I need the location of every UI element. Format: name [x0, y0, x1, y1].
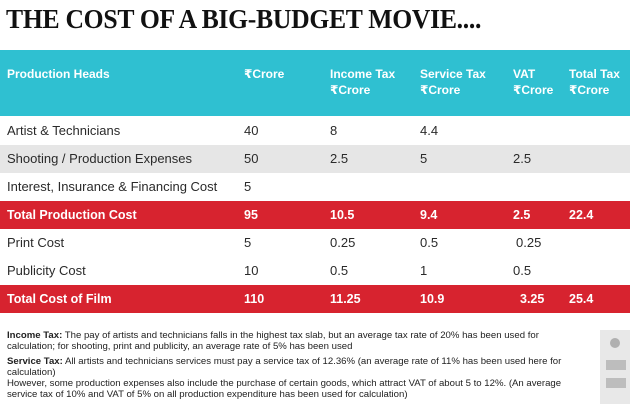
header-total-tax-unit: ₹Crore	[569, 83, 610, 97]
cell-vat: 0.25	[516, 235, 542, 250]
cell-total-tax: 25.4	[569, 292, 594, 306]
cell-crore: 5	[244, 235, 252, 250]
header-service-tax-unit: ₹Crore	[420, 83, 461, 97]
cell-service-tax: 4.4	[420, 123, 439, 138]
cell-vat: 2.5	[513, 151, 532, 166]
header-income-tax-unit: ₹Crore	[330, 83, 371, 97]
header-vat-unit: ₹Crore	[513, 83, 554, 97]
cell-income-tax: 0.25	[330, 235, 356, 250]
logo-dot-shape	[610, 338, 620, 348]
table-row-publicity-cost: Publicity Cost 10 0.5 1 0.5	[0, 257, 630, 285]
note-service-tax-label: Service Tax:	[7, 355, 63, 367]
table-row-print-cost: Print Cost 5 0.25 0.5 0.25	[0, 229, 630, 257]
cell-head: Total Cost of Film	[7, 292, 112, 306]
cell-income-tax: 11.25	[330, 292, 361, 306]
cell-income-tax: 2.5	[330, 151, 349, 166]
cell-income-tax: 0.5	[330, 263, 349, 278]
cell-vat: 0.5	[513, 263, 532, 278]
note-income-tax: Income Tax: The pay of artists and techn…	[7, 330, 567, 353]
cell-crore: 110	[244, 292, 265, 306]
note-income-tax-label: Income Tax:	[7, 330, 63, 341]
footnotes: Income Tax: The pay of artists and techn…	[7, 330, 567, 404]
table-row-total-production-cost: Total Production Cost 95 10.5 9.4 2.5 22…	[0, 201, 630, 229]
cell-crore: 40	[244, 123, 259, 138]
cell-head: Publicity Cost	[7, 263, 86, 278]
cell-vat: 2.5	[513, 208, 531, 222]
note-income-tax-text: The pay of artists and technicians falls…	[7, 330, 539, 353]
note-service-tax-text: All artists and technicians services mus…	[7, 355, 562, 378]
header-vat: VAT ₹Crore	[513, 66, 553, 98]
cell-vat: 3.25	[520, 292, 545, 306]
cell-service-tax: 0.5	[420, 235, 439, 250]
table-row-interest-insurance: Interest, Insurance & Financing Cost 5	[0, 173, 630, 201]
header-total-tax-label: Total Tax	[569, 67, 620, 81]
cell-crore: 10	[244, 263, 259, 278]
cell-income-tax: 10.5	[330, 208, 355, 222]
note-service-tax: Service Tax: All artists and technicians…	[7, 356, 567, 379]
header-service-tax: Service Tax ₹Crore	[420, 66, 486, 98]
cell-crore: 50	[244, 151, 259, 166]
cell-service-tax: 5	[420, 151, 428, 166]
cell-service-tax: 9.4	[420, 208, 438, 222]
logo-bar-shape	[606, 378, 626, 388]
header-vat-label: VAT	[513, 67, 536, 81]
cell-head: Print Cost	[7, 235, 65, 250]
header-crore: ₹Crore	[244, 67, 285, 81]
header-service-tax-label: Service Tax	[420, 67, 486, 81]
table-row-shooting-production: Shooting / Production Expenses 50 2.5 5 …	[0, 145, 630, 173]
cell-total-tax: 22.4	[569, 208, 594, 222]
logo-bar-shape	[606, 360, 626, 370]
cell-crore: 95	[244, 208, 258, 222]
cell-service-tax: 1	[420, 263, 428, 278]
table-row-artist-technicians: Artist & Technicians 40 8 4.4	[0, 117, 630, 145]
cell-head: Artist & Technicians	[7, 123, 121, 138]
side-logo-icon	[600, 330, 630, 404]
table-header: Production Heads ₹Crore Income Tax ₹Cror…	[0, 50, 630, 116]
cell-head: Interest, Insurance & Financing Cost	[7, 179, 218, 194]
cell-head: Total Production Cost	[7, 208, 137, 222]
cell-income-tax: 8	[330, 123, 338, 138]
cell-crore: 5	[244, 179, 252, 194]
header-production-heads: Production Heads	[7, 67, 110, 81]
header-income-tax-label: Income Tax	[330, 67, 396, 81]
header-total-tax: Total Tax ₹Crore	[569, 66, 620, 98]
cell-head: Shooting / Production Expenses	[7, 151, 193, 166]
table-row-total-cost-of-film: Total Cost of Film 110 11.25 10.9 3.25 2…	[0, 285, 630, 313]
page-title: THE COST OF A BIG-BUDGET MOVIE....	[6, 4, 482, 34]
note-however: However, some production expenses also i…	[7, 378, 562, 401]
header-income-tax: Income Tax ₹Crore	[330, 66, 395, 98]
cell-service-tax: 10.9	[420, 292, 445, 306]
